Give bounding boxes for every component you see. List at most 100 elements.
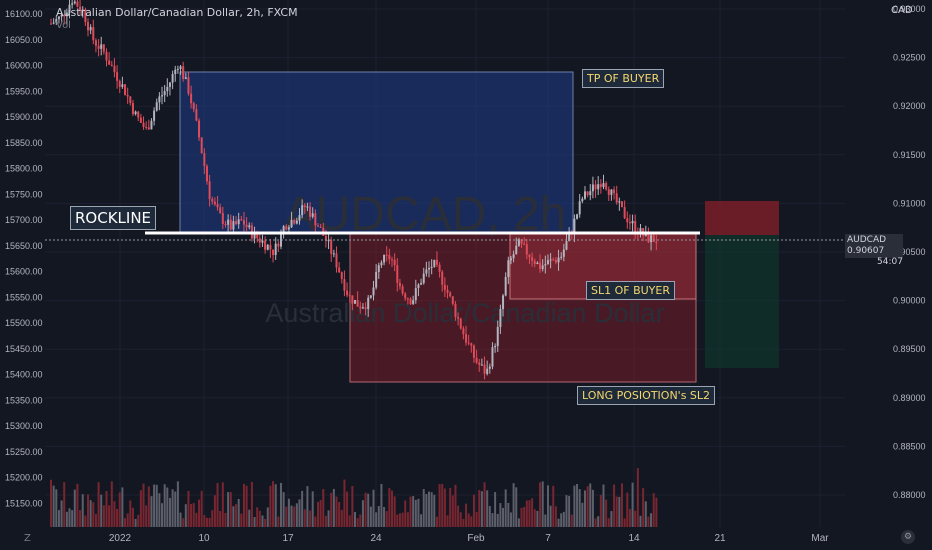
candle-body	[163, 91, 166, 96]
volume-bar	[570, 514, 573, 527]
reset-scale-button[interactable]: Z	[24, 533, 31, 544]
volume-bar	[414, 499, 417, 527]
candle-body	[356, 300, 359, 307]
candle-body	[597, 184, 600, 190]
left-axis-tick: 15600.00	[5, 267, 43, 277]
currency-badge[interactable]: CAD	[891, 5, 913, 16]
volume-bar	[449, 487, 452, 527]
volume-bar	[486, 490, 489, 527]
volume-bar	[636, 468, 639, 527]
left-axis-tick: 15300.00	[5, 421, 43, 431]
volume-bar	[335, 496, 338, 527]
candle-body	[108, 60, 111, 65]
candle-body	[404, 293, 407, 299]
candle-body	[594, 184, 597, 190]
time-axis-tick: Mar	[811, 533, 829, 544]
candle-body	[97, 45, 100, 49]
volume-label[interactable]: Vol	[56, 20, 71, 31]
candle-body	[235, 221, 238, 225]
candle-body	[451, 296, 454, 304]
candle-body	[324, 235, 327, 241]
candle-body	[576, 214, 579, 219]
volume-bar	[417, 498, 420, 527]
candle-body	[327, 240, 330, 242]
volume-bar	[319, 500, 322, 527]
volume-bar	[195, 512, 198, 527]
right-axis-tick: 0.90500	[893, 247, 926, 257]
candle-body	[306, 206, 309, 208]
volume-bar	[491, 513, 494, 527]
candle-body	[562, 249, 565, 257]
candle-body	[126, 94, 129, 97]
right-axis-tick: 0.91500	[893, 150, 926, 160]
volume-bar	[190, 503, 193, 527]
volume-bar	[388, 488, 391, 527]
volume-bar	[71, 510, 74, 527]
candle-body	[591, 184, 594, 192]
candle-body	[626, 218, 629, 223]
volume-bar	[393, 496, 396, 527]
left-axis-tick: 15650.00	[5, 241, 43, 251]
candle-body	[435, 259, 438, 265]
candle-body	[89, 27, 92, 31]
candle-body	[224, 223, 227, 225]
volume-bar	[163, 484, 166, 527]
tp-of-buyer-label: TP OF BUYER	[582, 69, 665, 88]
candle-body	[398, 282, 401, 287]
volume-bar	[311, 491, 314, 527]
candle-body	[79, 6, 82, 11]
time-axis-tick: 21	[714, 533, 726, 544]
candle-body	[105, 51, 108, 61]
volume-bar	[182, 518, 185, 527]
gear-icon[interactable]: ⚙	[901, 530, 915, 544]
volume-bar	[367, 493, 370, 527]
volume-bar	[240, 513, 243, 527]
candle-body	[340, 272, 343, 280]
volume-bar	[420, 514, 423, 527]
right-axis-tick: 0.89000	[893, 393, 926, 403]
volume-bar	[242, 483, 245, 527]
volume-bar	[232, 506, 235, 527]
candle-body	[586, 191, 589, 196]
volume-bar	[279, 482, 282, 527]
right-axis-tick: 0.88000	[893, 490, 926, 500]
candle-body	[261, 240, 264, 243]
candle-body	[113, 65, 116, 73]
volume-bar	[531, 498, 534, 527]
candle-body	[560, 256, 563, 258]
volume-bar	[597, 516, 600, 527]
time-axis-tick: Feb	[467, 533, 485, 544]
candle-body	[613, 189, 616, 194]
candle-body	[290, 220, 293, 228]
symbol-title[interactable]: Australian Dollar/Canadian Dollar, 2h, F…	[56, 6, 298, 19]
volume-bar	[642, 488, 645, 527]
candle-body	[620, 201, 623, 208]
candle-body	[549, 259, 552, 261]
volume-bar	[266, 507, 269, 527]
volume-bar	[470, 516, 473, 527]
time-axis-tick: 7	[545, 533, 551, 544]
candle-body	[554, 260, 557, 263]
volume-bar	[219, 511, 222, 527]
volume-bar	[528, 500, 531, 527]
candle-body	[557, 257, 560, 263]
volume-bar	[105, 490, 108, 527]
price-tag-symbol: AUDCAD	[847, 235, 887, 245]
candle-body	[213, 201, 216, 205]
tp-of-buyer-zone	[179, 71, 574, 233]
watermark-name: Australian Dollar/Canadian Dollar	[265, 298, 664, 328]
candle-body	[573, 218, 576, 234]
volume-bar	[187, 490, 190, 527]
candle-body	[124, 84, 127, 95]
volume-bar	[546, 485, 549, 527]
volume-bar	[50, 479, 52, 527]
candle-body	[552, 259, 555, 261]
volume-bar	[176, 481, 179, 527]
candle-body	[203, 153, 206, 167]
left-axis-tick: 15400.00	[5, 370, 43, 380]
volume-bar	[539, 482, 542, 527]
volume-bar	[235, 504, 238, 527]
candle-body	[359, 306, 362, 309]
candle-body	[279, 232, 282, 247]
